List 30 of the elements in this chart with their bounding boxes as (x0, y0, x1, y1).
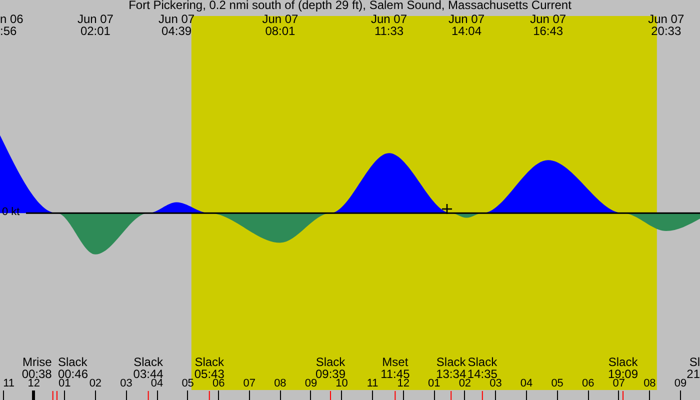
x-tick-label: 01 (58, 378, 71, 390)
x-tick-label: 10 (336, 378, 348, 390)
x-tick-label: 01 (428, 378, 440, 390)
x-tick-label: 08 (644, 378, 656, 390)
text: Sl 21 (686, 355, 700, 381)
x-tick-label: 06 (212, 378, 225, 390)
text: Jun 07 14:04 (448, 12, 485, 38)
x-tick-label: 09 (304, 378, 318, 390)
text: Jun 07 16:43 (530, 12, 566, 38)
x-tick-label: 07 (612, 378, 626, 390)
x-tick-label: 09 (674, 378, 687, 390)
x-tick-label: 07 (243, 378, 256, 390)
text: n 06 :56 (0, 12, 24, 38)
text: Jun 07 08:01 (262, 12, 299, 38)
x-tick-label: 11 (366, 378, 378, 390)
x-tick-label: 08 (274, 378, 286, 390)
text: Jun 07 11:33 (370, 12, 408, 38)
x-tick-label: 02 (89, 378, 102, 390)
x-tick-label: 04 (150, 378, 164, 390)
x-tick-label: 03 (490, 378, 502, 390)
text: Jun 07 02:01 (77, 12, 114, 38)
x-tick-label: 03 (120, 378, 132, 390)
x-tick-label: 11 (3, 378, 14, 390)
x-tick-label: 02 (458, 378, 472, 390)
chart-title: Fort Pickering, 0.2 nmi south of (depth 29 ft), Salem Sound, Massachusetts Current (128, 0, 572, 12)
x-tick-label: 04 (520, 378, 533, 390)
x-tick-label: 12 (28, 378, 40, 390)
x-tick-label: 06 (582, 378, 594, 390)
x-tick-label: 12 (397, 378, 410, 390)
x-tick-label: 05 (551, 378, 564, 390)
